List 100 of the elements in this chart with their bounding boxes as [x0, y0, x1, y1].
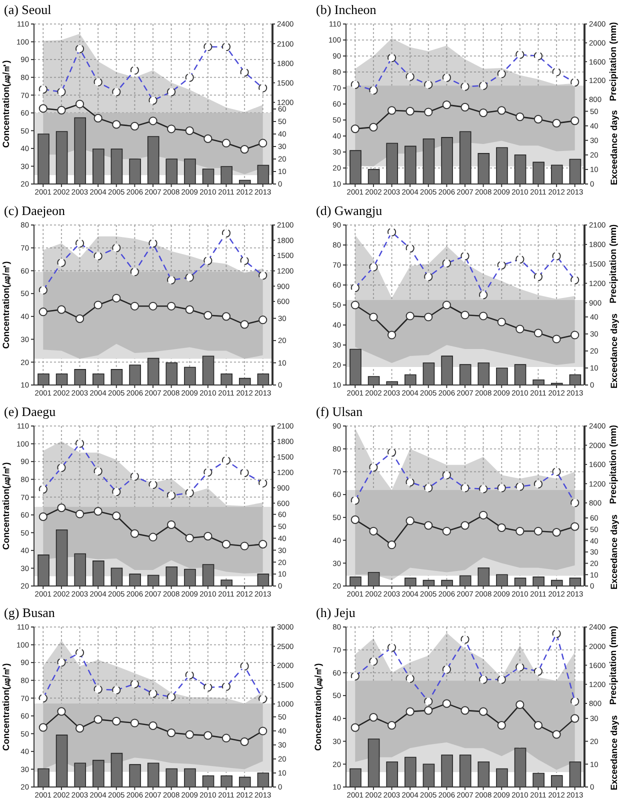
y3-axis-title: Exceedance days — [609, 110, 619, 186]
point — [112, 511, 121, 520]
bar — [404, 146, 416, 184]
point — [497, 720, 506, 730]
point — [75, 100, 84, 108]
bar — [404, 578, 416, 586]
point — [516, 324, 524, 334]
y2-axis-title: Precipitation (mm) — [608, 626, 618, 705]
point — [369, 122, 378, 132]
point — [185, 730, 194, 739]
bar — [220, 580, 232, 586]
point — [534, 526, 543, 536]
bar — [92, 148, 104, 184]
point — [57, 503, 66, 512]
y-axis-title: Concentration(㎍/㎥) — [1, 462, 11, 550]
point — [167, 728, 176, 738]
point — [57, 305, 66, 314]
point — [204, 731, 212, 740]
point — [424, 521, 433, 530]
point — [369, 312, 378, 322]
y2-axis-title: Precipitation (mm) — [608, 424, 618, 504]
point — [148, 721, 158, 730]
point — [130, 718, 139, 728]
point — [222, 138, 231, 148]
point — [552, 730, 561, 739]
point — [406, 106, 414, 116]
bar — [147, 574, 160, 586]
point — [406, 312, 414, 320]
bar — [422, 362, 435, 385]
bar — [441, 137, 453, 184]
bar — [220, 775, 232, 787]
bar — [38, 768, 50, 787]
point — [38, 308, 48, 316]
point — [442, 100, 451, 110]
bar — [569, 374, 582, 385]
bar — [147, 762, 160, 787]
bar — [202, 356, 214, 385]
point — [534, 114, 543, 124]
bar — [514, 154, 526, 184]
bar — [478, 761, 490, 787]
point — [57, 106, 66, 115]
bar — [220, 373, 232, 385]
point — [258, 540, 268, 549]
point — [75, 510, 84, 518]
bar — [459, 575, 472, 586]
bar — [532, 576, 544, 586]
point — [350, 300, 360, 310]
point — [240, 542, 249, 550]
bar — [110, 148, 123, 184]
bar — [441, 580, 453, 586]
bar — [478, 153, 490, 184]
point — [406, 516, 414, 526]
point — [516, 700, 524, 710]
bar — [56, 131, 68, 184]
bar — [129, 764, 141, 787]
point — [258, 138, 268, 148]
bar — [238, 378, 251, 385]
bar — [38, 373, 50, 385]
point — [130, 122, 139, 131]
bar — [550, 775, 563, 787]
point — [112, 294, 121, 302]
bar — [166, 158, 178, 184]
point — [185, 534, 194, 542]
point — [516, 526, 524, 536]
bar — [184, 568, 196, 586]
point — [38, 512, 48, 521]
point — [258, 316, 268, 324]
bar — [532, 162, 544, 184]
bar — [184, 158, 196, 184]
y3-axis-title: Exceedance days — [609, 715, 619, 790]
bar — [56, 734, 68, 787]
point — [570, 714, 580, 723]
point — [57, 707, 66, 716]
bar — [459, 131, 472, 184]
bar — [129, 364, 141, 385]
point — [570, 330, 580, 340]
point — [387, 106, 396, 115]
bar — [74, 369, 86, 385]
bar — [110, 369, 123, 385]
bar — [350, 348, 362, 385]
bar — [496, 574, 508, 586]
point — [167, 124, 176, 134]
point — [424, 312, 433, 322]
point — [112, 120, 121, 129]
point — [552, 528, 561, 537]
point — [167, 302, 176, 310]
point — [552, 118, 561, 128]
point — [369, 526, 378, 536]
bar — [184, 768, 196, 787]
bar — [441, 754, 453, 787]
point — [387, 720, 396, 730]
bar — [386, 142, 398, 184]
point — [130, 302, 139, 310]
point — [148, 532, 158, 542]
chart-title: (f) Ulsan — [315, 403, 364, 421]
y-axis-title: Concentration(㎍/㎥) — [1, 663, 11, 751]
point — [534, 720, 543, 730]
bar — [38, 134, 50, 184]
y2-axis-title: Precipitation (mm) — [608, 22, 618, 102]
bar — [350, 576, 362, 586]
